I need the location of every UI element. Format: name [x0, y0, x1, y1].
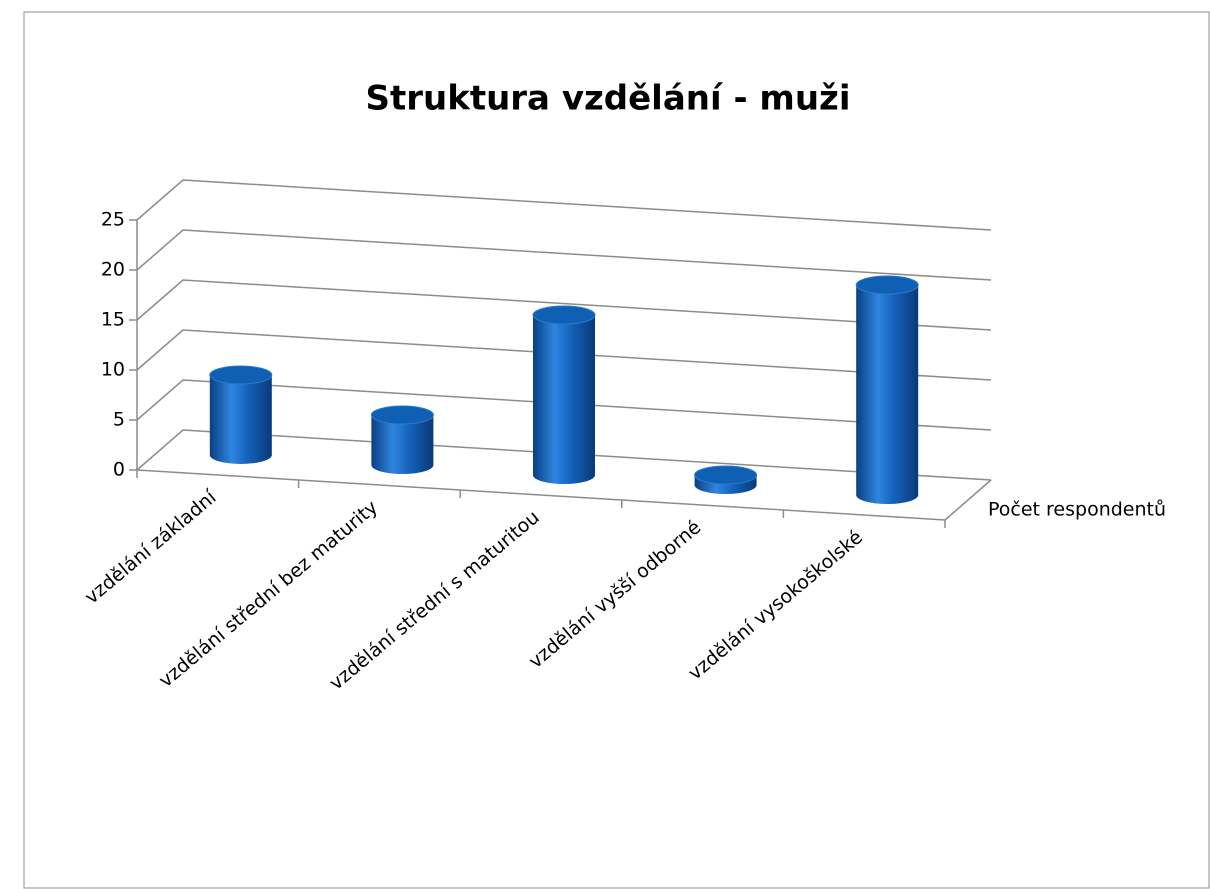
y-tick-label: 20: [101, 259, 125, 281]
bar: [694, 465, 758, 494]
x-axis: [136, 469, 946, 521]
grid-line: [136, 279, 992, 331]
y-tick-label: 5: [113, 409, 125, 431]
bar: [855, 275, 919, 504]
y-tick-label: 25: [101, 209, 125, 231]
bar: [532, 305, 596, 484]
grid-line: [136, 379, 992, 431]
grid-line: [136, 229, 992, 281]
bar: [370, 405, 434, 474]
y-tick-label: 0: [113, 459, 125, 481]
grid-line: [136, 329, 992, 381]
chart-frame: [23, 11, 1210, 889]
chart-title: Struktura vzdělání - muži: [366, 79, 851, 119]
grid-line: [136, 429, 992, 481]
grid-line: [136, 179, 992, 231]
bar: [209, 365, 273, 464]
depth-axis: [944, 479, 992, 521]
y-tick-label: 15: [101, 309, 125, 331]
y-tick-label: 10: [101, 359, 125, 381]
series-label: Počet respondentů: [988, 499, 1166, 521]
